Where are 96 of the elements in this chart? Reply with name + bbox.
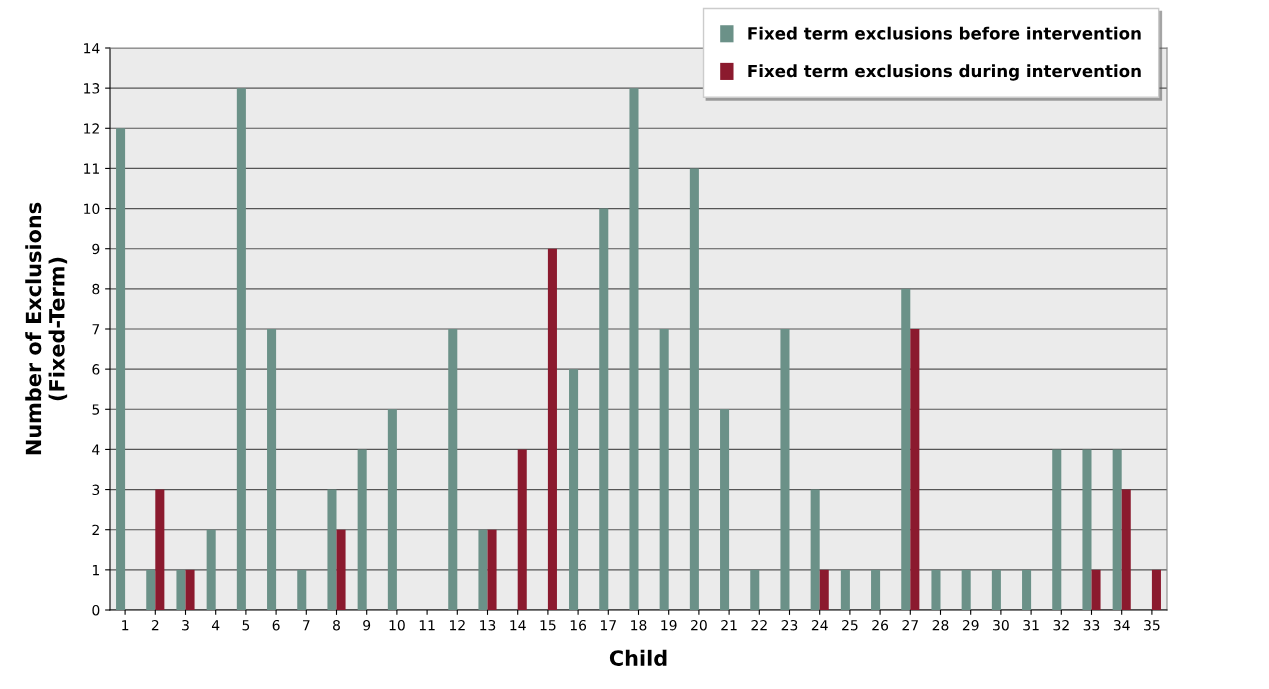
y-tick-label: 7 (92, 324, 100, 335)
x-tick-label: 15 (540, 620, 556, 631)
bar (569, 369, 579, 610)
bar (448, 329, 458, 610)
x-tick-label: 13 (480, 619, 496, 631)
x-tick-label: 31 (1023, 619, 1039, 631)
y-tick-label: 2 (92, 524, 99, 535)
x-tick-label: 2 (151, 619, 159, 631)
bar (991, 569, 1001, 610)
bar (1112, 449, 1122, 610)
x-tick-label: 24 (811, 619, 828, 631)
bar (517, 449, 527, 610)
bar (1151, 569, 1161, 610)
x-axis-title: Child (609, 649, 667, 666)
bar (146, 569, 156, 610)
y-axis-title: Number of Exclusions (Fixed-Term) (25, 202, 68, 455)
bar (599, 208, 609, 610)
x-tick-label: 9 (363, 619, 371, 631)
x-tick-label: 22 (751, 619, 767, 631)
x-tick-label: 30 (993, 619, 1009, 631)
x-tick-label: 6 (272, 619, 280, 631)
bar (327, 489, 337, 610)
x-tick-label: 18 (631, 619, 647, 631)
x-tick-label: 20 (691, 619, 707, 631)
x-tick-label: 29 (962, 619, 979, 631)
y-tick-label: 3 (92, 484, 100, 496)
bar (750, 569, 760, 610)
bar (387, 409, 397, 610)
y-tick-label: 6 (92, 364, 100, 375)
bar (659, 329, 669, 610)
x-tick-label: 12 (449, 619, 465, 631)
bar (297, 569, 307, 610)
bar (155, 489, 165, 610)
bar (206, 529, 216, 610)
y-tick-label: 0 (92, 604, 100, 616)
bar (547, 248, 557, 610)
x-tick-label: 17 (600, 620, 616, 631)
bar (116, 128, 126, 610)
bar (840, 569, 850, 610)
y-tick-label: 10 (84, 203, 100, 215)
bar (961, 569, 971, 610)
bar (871, 569, 881, 610)
y-tick-label: 4 (92, 444, 100, 455)
y-tick-label: 8 (92, 283, 100, 295)
bar (720, 409, 730, 610)
x-tick-label: 3 (182, 619, 189, 631)
bar (780, 329, 790, 610)
bar (1121, 489, 1131, 610)
bar (267, 329, 277, 610)
y-tick-label: 13 (84, 83, 100, 94)
bar (819, 569, 829, 610)
bar (910, 329, 920, 610)
x-tick-label: 21 (721, 619, 737, 631)
x-tick-label: 26 (872, 619, 889, 631)
x-tick-label: 5 (242, 620, 250, 631)
y-tick-label: 5 (92, 404, 100, 415)
legend-label: Fixed term exclusions before intervention (748, 26, 1141, 40)
y-tick-label: 1 (92, 565, 99, 576)
x-tick-label: 14 (510, 620, 526, 631)
bar (901, 288, 911, 610)
x-tick-label: 4 (211, 620, 220, 631)
x-tick-label: 23 (781, 619, 798, 631)
x-tick-label: 32 (1053, 619, 1069, 631)
x-tick-label: 11 (419, 620, 435, 631)
bar (478, 529, 488, 610)
bar (629, 88, 639, 610)
y-tick-label: 9 (92, 243, 100, 255)
x-tick-label: 10 (389, 619, 405, 631)
bar (1091, 569, 1101, 610)
bar (1082, 449, 1092, 610)
x-tick-label: 33 (1083, 619, 1100, 631)
bar (185, 569, 195, 610)
x-tick-label: 1 (122, 620, 129, 631)
x-tick-label: 25 (842, 619, 858, 631)
y-tick-label: 11 (84, 163, 99, 174)
bar (487, 529, 497, 610)
x-tick-label: 28 (932, 619, 949, 631)
bar (1022, 569, 1032, 610)
bar (810, 489, 820, 610)
bar (336, 529, 346, 610)
bar (357, 449, 367, 610)
x-tick-label: 27 (902, 619, 918, 631)
bar (931, 569, 941, 610)
x-tick-label: 16 (570, 619, 587, 631)
x-tick-label: 19 (661, 619, 677, 631)
bar (236, 88, 246, 610)
bar (1052, 449, 1062, 610)
legend-label: Fixed term exclusions during intervention (748, 64, 1141, 81)
x-tick-label: 35 (1144, 619, 1160, 631)
x-tick-label: 7 (303, 620, 310, 631)
x-tick-label: 8 (333, 619, 340, 631)
x-tick-label: 34 (1113, 619, 1130, 631)
bar (176, 569, 186, 610)
bar (689, 168, 699, 610)
y-tick-label: 12 (84, 123, 99, 134)
y-tick-label: 14 (84, 43, 100, 54)
